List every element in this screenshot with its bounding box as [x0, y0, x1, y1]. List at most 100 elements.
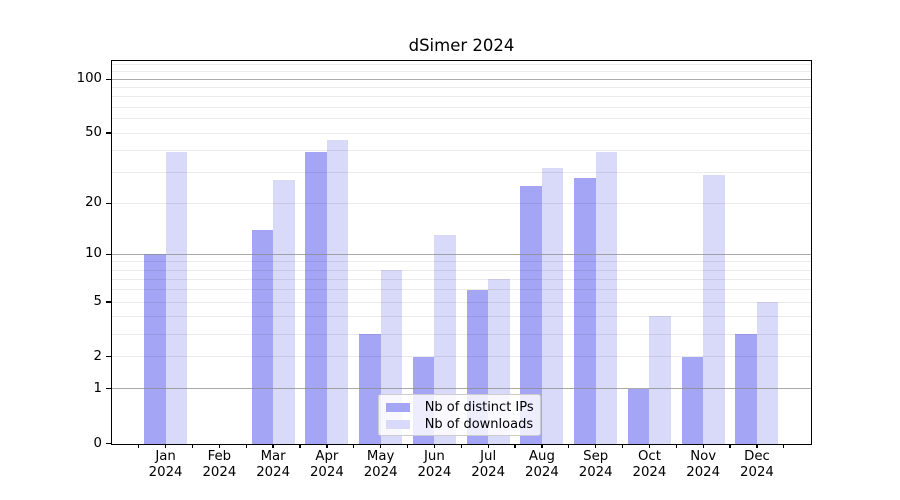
- x-tick-mark: [326, 443, 328, 448]
- bar-distinct-ips-sep: [574, 177, 596, 444]
- gridline-minor: [112, 315, 811, 317]
- y-tick-label: 5: [93, 294, 102, 310]
- x-tick-mark: [164, 443, 167, 448]
- x-tick-mark: [648, 443, 651, 448]
- y-tick-label: 20: [85, 195, 102, 211]
- y-tick-mark: [106, 202, 111, 204]
- x-tick-mark: [675, 443, 677, 448]
- x-tick-mark: [783, 443, 785, 448]
- bar-distinct-ips-nov: [681, 356, 704, 444]
- gridline-minor: [112, 278, 811, 280]
- gridline-minor: [112, 356, 811, 358]
- x-tick-mark: [568, 443, 570, 448]
- grid-layer: [112, 61, 811, 444]
- chart-title: dSimer 2024: [408, 36, 515, 55]
- bar-downloads-jun: [434, 235, 456, 444]
- x-tick-mark: [245, 443, 247, 448]
- gridline-major: [112, 78, 811, 80]
- bar-downloads-oct: [649, 316, 671, 444]
- x-tick-mark: [729, 443, 731, 448]
- x-tick-label-nov: Nov 2024: [686, 449, 721, 480]
- y-tick-mark: [106, 388, 111, 390]
- x-tick-mark: [353, 443, 355, 448]
- x-tick-mark: [406, 443, 409, 448]
- x-tick-mark: [487, 443, 489, 448]
- gridline-minor: [112, 86, 811, 88]
- y-tick-mark: [106, 442, 111, 445]
- legend-label-distinct-ips: Nb of distinct IPs: [424, 399, 534, 415]
- x-tick-mark: [595, 443, 597, 448]
- bar-distinct-ips-aug: [520, 186, 542, 444]
- x-tick-mark: [433, 443, 436, 448]
- gridline-major: [112, 253, 811, 255]
- bar-distinct-ips-apr: [305, 152, 327, 444]
- gridline-minor: [112, 71, 811, 73]
- gridline-minor: [112, 96, 811, 98]
- gridline-minor: [112, 64, 811, 66]
- x-tick-label-oct: Oct 2024: [632, 449, 667, 480]
- bar-downloads-mar: [273, 180, 295, 444]
- gridline-minor: [112, 202, 811, 204]
- gridline-minor: [112, 149, 811, 151]
- gridline-minor: [112, 289, 811, 291]
- x-tick-label-mar: Mar 2024: [256, 449, 291, 480]
- x-tick-mark: [299, 443, 301, 448]
- legend-swatch-distinct-ips: [385, 402, 410, 412]
- y-tick-label: 50: [85, 125, 102, 141]
- bar-downloads-jan: [165, 152, 188, 444]
- gridline-minor: [112, 261, 811, 263]
- y-tick-label: 2: [93, 348, 102, 364]
- bar-distinct-ips-oct: [627, 388, 650, 444]
- x-tick-mark: [272, 443, 274, 448]
- gridline-minor: [112, 106, 811, 108]
- gridline-minor: [112, 269, 811, 271]
- legend-swatch-downloads: [385, 419, 410, 429]
- bar-downloads-apr: [326, 139, 349, 444]
- x-tick-mark: [379, 443, 382, 448]
- x-tick-label-dec: Dec 2024: [740, 449, 774, 480]
- gridline-minor: [112, 333, 811, 335]
- gridline-minor: [112, 171, 811, 173]
- legend-label-downloads: Nb of downloads: [424, 416, 534, 432]
- x-tick-label-apr: Apr 2024: [309, 449, 344, 480]
- y-tick-mark: [106, 253, 111, 255]
- bar-downloads-nov: [703, 175, 725, 444]
- x-tick-label-aug: Aug 2024: [524, 449, 559, 480]
- bar-distinct-ips-mar: [251, 229, 274, 444]
- bar-distinct-ips-jan: [144, 254, 166, 444]
- x-tick-mark: [514, 443, 516, 448]
- y-tick-mark: [106, 132, 111, 134]
- x-tick-label-feb: Feb 2024: [202, 449, 237, 480]
- y-tick-mark: [106, 301, 111, 303]
- x-tick-label-jun: Jun 2024: [417, 449, 452, 480]
- x-tick-mark: [138, 443, 140, 448]
- x-tick-mark: [191, 443, 194, 448]
- x-tick-label-sep: Sep 2024: [578, 449, 613, 480]
- bar-downloads-dec: [756, 302, 779, 444]
- bar-downloads-aug: [541, 167, 564, 444]
- x-tick-mark: [218, 443, 220, 448]
- legend: Nb of distinct IPs Nb of downloads: [377, 393, 541, 436]
- x-tick-label-jan: Jan 2024: [148, 449, 183, 480]
- legend-item-distinct-ips: Nb of distinct IPs: [385, 399, 540, 416]
- gridline-minor: [112, 118, 811, 120]
- y-tick-label: 0: [93, 435, 102, 451]
- y-tick-mark: [106, 78, 111, 80]
- x-tick-mark: [756, 443, 758, 448]
- gridline-major: [112, 388, 811, 390]
- x-tick-label-jul: Jul 2024: [471, 449, 506, 480]
- gridline-minor: [112, 132, 811, 134]
- x-tick-mark: [460, 443, 462, 448]
- bar-downloads-sep: [595, 152, 618, 444]
- plot-area: Nb of distinct IPs Nb of downloads: [111, 60, 812, 445]
- legend-item-downloads: Nb of downloads: [385, 416, 540, 433]
- x-tick-mark: [621, 443, 624, 448]
- y-tick-label: 100: [76, 71, 102, 87]
- gridline-minor: [112, 301, 811, 303]
- y-tick-mark: [106, 356, 111, 358]
- x-tick-mark: [541, 443, 543, 448]
- x-tick-label-may: May 2024: [363, 449, 398, 480]
- y-tick-label: 10: [85, 246, 102, 262]
- y-tick-label: 1: [93, 380, 102, 396]
